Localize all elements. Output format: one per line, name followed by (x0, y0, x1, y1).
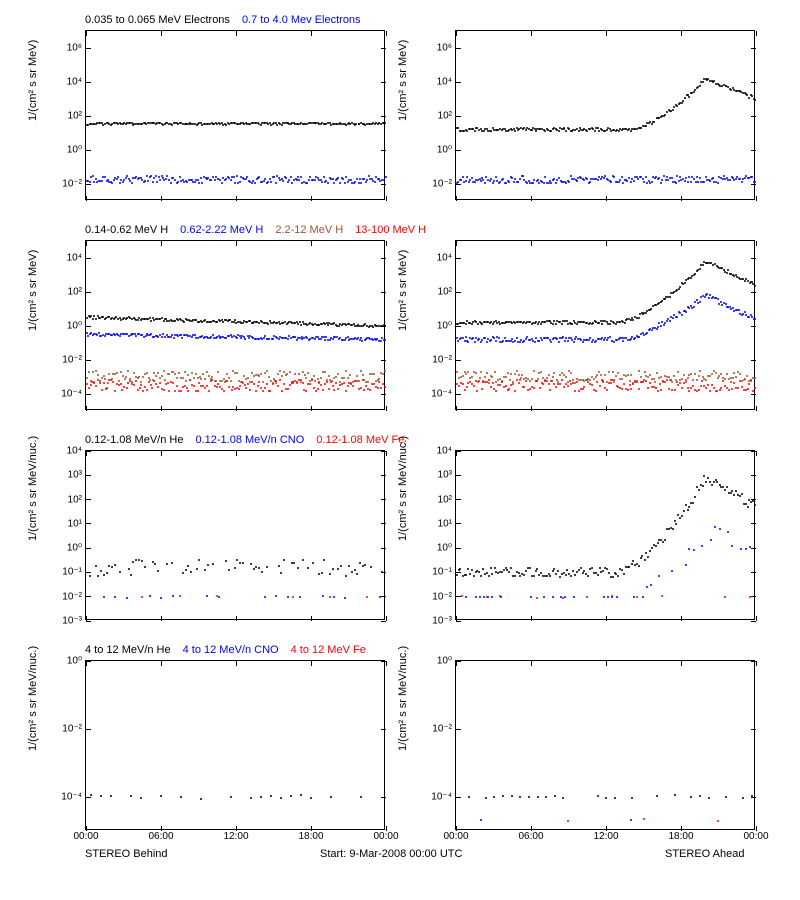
ytick-label: 10⁻³ (62, 616, 82, 627)
ytick-label: 10⁻² (432, 179, 452, 190)
ytick-label: 10² (68, 111, 82, 122)
ytick-label: 10⁴ (67, 253, 82, 264)
xtick-label: 12:00 (593, 831, 618, 842)
ytick-label: 10⁶ (67, 43, 82, 54)
xtick-label: 18:00 (668, 831, 693, 842)
chart-panel: 10⁻²10⁰10²10⁴10⁶ (455, 30, 755, 200)
xtick-label: 00:00 (73, 831, 98, 842)
series-title: 4 to 12 MeV/n He (85, 644, 171, 656)
chart-panel: 10⁻²10⁰10²10⁴10⁶ (85, 30, 385, 200)
xtick-label: 00:00 (373, 831, 398, 842)
ytick-label: 10⁰ (67, 656, 82, 667)
y-axis-label: 1/(cm² s sr MeV) (27, 319, 39, 331)
ytick-label: 10⁰ (67, 543, 82, 554)
ytick-label: 10⁻⁴ (61, 389, 82, 400)
row-title-group: 4 to 12 MeV/n He 4 to 12 MeV/n CNO 4 to 12… (85, 644, 378, 656)
series-title: 0.12-1.08 MeV Fe (316, 434, 404, 446)
ytick-label: 10⁻¹ (432, 567, 452, 578)
y-axis-label: 1/(cm² s sr MeV/nuc.) (27, 739, 39, 751)
ytick-label: 10⁻² (62, 179, 82, 190)
ytick-label: 10⁴ (437, 77, 452, 88)
particle-flux-figure: 0.035 to 0.065 MeV Electrons 0.7 to 4.0 M… (0, 0, 800, 900)
ytick-label: 10⁻⁴ (61, 792, 82, 803)
series-title: 2.2-12 MeV H (275, 224, 343, 236)
ytick-label: 10⁰ (67, 321, 82, 332)
footer-left: STEREO Behind (85, 848, 168, 860)
y-axis-label: 1/(cm² s sr MeV/nuc.) (27, 529, 39, 541)
chart-panel: 10⁻³10⁻²10⁻¹10⁰10¹10²10³10⁴ (85, 450, 385, 620)
chart-panel: 10⁻³10⁻²10⁻¹10⁰10¹10²10³10⁴ (455, 450, 755, 620)
xtick-label: 06:00 (518, 831, 543, 842)
series-title: 0.035 to 0.065 MeV Electrons (85, 14, 230, 26)
y-axis-label: 1/(cm² s sr MeV/nuc.) (397, 739, 409, 751)
ytick-label: 10⁰ (67, 145, 82, 156)
ytick-label: 10² (68, 494, 82, 505)
ytick-label: 10⁰ (437, 543, 452, 554)
ytick-label: 10⁰ (437, 656, 452, 667)
series-title: 4 to 12 MeV Fe (291, 644, 366, 656)
ytick-label: 10² (438, 111, 452, 122)
y-axis-label: 1/(cm² s sr MeV) (27, 109, 39, 121)
xtick-label: 18:00 (298, 831, 323, 842)
ytick-label: 10³ (438, 470, 452, 481)
ytick-label: 10⁻² (432, 591, 452, 602)
ytick-label: 10² (438, 494, 452, 505)
ytick-label: 10⁻² (62, 591, 82, 602)
ytick-label: 10⁴ (67, 77, 82, 88)
series-title: 0.62-2.22 MeV H (180, 224, 263, 236)
xtick-label: 12:00 (223, 831, 248, 842)
ytick-label: 10³ (68, 470, 82, 481)
series-title: 13-100 MeV H (355, 224, 426, 236)
ytick-label: 10⁻⁴ (431, 792, 452, 803)
ytick-label: 10² (68, 287, 82, 298)
ytick-label: 10⁰ (437, 321, 452, 332)
ytick-label: 10⁻¹ (62, 567, 82, 578)
y-axis-label: 1/(cm² s sr MeV) (397, 109, 409, 121)
ytick-label: 10⁴ (67, 446, 82, 457)
xtick-label: 06:00 (148, 831, 173, 842)
ytick-label: 10⁻⁴ (431, 389, 452, 400)
ytick-label: 10⁻² (432, 724, 452, 735)
row-title-group: 0.14-0.62 MeV H 0.62-2.22 MeV H 2.2-12 MeV… (85, 224, 438, 236)
ytick-label: 10¹ (438, 518, 452, 529)
ytick-label: 10⁴ (437, 253, 452, 264)
y-axis-label: 1/(cm² s sr MeV/nuc.) (397, 529, 409, 541)
xtick-label: 00:00 (743, 831, 768, 842)
xtick-label: 00:00 (443, 831, 468, 842)
row-title-group: 0.12-1.08 MeV/n He 0.12-1.08 MeV/n CNO 0.1… (85, 434, 416, 446)
series-title: 0.7 to 4.0 Mev Electrons (242, 14, 361, 26)
ytick-label: 10⁰ (437, 145, 452, 156)
series-title: 4 to 12 MeV/n CNO (183, 644, 279, 656)
ytick-label: 10⁴ (437, 446, 452, 457)
series-title: 0.12-1.08 MeV/n CNO (195, 434, 304, 446)
ytick-label: 10⁻³ (432, 616, 452, 627)
ytick-label: 10⁻² (62, 724, 82, 735)
ytick-label: 10⁻² (62, 355, 82, 366)
footer-right: STEREO Ahead (665, 848, 745, 860)
ytick-label: 10¹ (68, 518, 82, 529)
ytick-label: 10⁶ (437, 43, 452, 54)
footer-center: Start: 9-Mar-2008 00:00 UTC (320, 848, 462, 860)
chart-panel: 10⁻⁴10⁻²10⁰10²10⁴ (85, 240, 385, 410)
series-title: 0.12-1.08 MeV/n He (85, 434, 183, 446)
y-axis-label: 1/(cm² s sr MeV) (397, 319, 409, 331)
chart-panel: 10⁻⁴10⁻²10⁰00:0006:0012:0018:0000:00 (455, 660, 755, 830)
ytick-label: 10⁻² (432, 355, 452, 366)
series-title: 0.14-0.62 MeV H (85, 224, 168, 236)
row-title-group: 0.035 to 0.065 MeV Electrons 0.7 to 4.0 M… (85, 14, 373, 26)
chart-panel: 10⁻⁴10⁻²10⁰00:0006:0012:0018:0000:00 (85, 660, 385, 830)
ytick-label: 10² (438, 287, 452, 298)
chart-panel: 10⁻⁴10⁻²10⁰10²10⁴ (455, 240, 755, 410)
